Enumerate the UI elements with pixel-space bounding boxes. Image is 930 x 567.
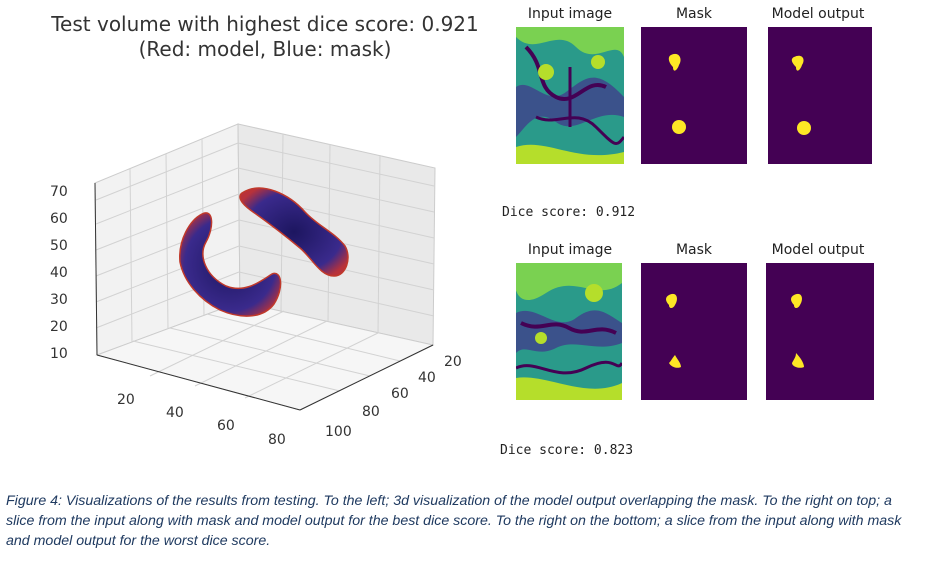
- y-axis-line: [299, 344, 434, 411]
- z-tick: 70: [50, 184, 68, 200]
- z-tick: 10: [50, 346, 68, 362]
- x-tick: 20: [117, 392, 135, 408]
- x-tick: 60: [217, 418, 235, 434]
- z-axis-line: [94, 182, 98, 356]
- slice2-input-label: Input image: [527, 242, 613, 258]
- z-tick: 30: [50, 292, 68, 308]
- z-tick: 50: [50, 238, 68, 254]
- x-tick: 40: [166, 405, 184, 421]
- y-tick: 100: [325, 424, 352, 440]
- volume-blob-upper: [239, 187, 349, 277]
- slice1-input-label: Input image: [527, 6, 613, 22]
- slice2-input-image: [516, 263, 622, 400]
- slice1-output-image: [768, 27, 872, 164]
- slice2-output-image: [766, 263, 874, 400]
- figure-title-line2: (Red: model, Blue: mask): [138, 37, 392, 61]
- y-tick: 80: [362, 404, 380, 420]
- figure-title: Test volume with highest dice score: 0.9…: [20, 12, 510, 62]
- slice1-dice-score: Dice score: 0.912: [502, 205, 636, 220]
- slice1-mask-label: Mask: [675, 6, 713, 22]
- z-tick: 20: [50, 319, 68, 335]
- x-tick: 80: [268, 432, 286, 448]
- figure-caption: Figure 4: Visualizations of the results …: [6, 493, 902, 549]
- slice2-dice-score: Dice score: 0.823: [500, 443, 634, 458]
- slice1-input-image: [516, 27, 624, 164]
- volume-blob-lower: [179, 212, 282, 317]
- y-tick: 60: [391, 386, 409, 402]
- slice1-mask-image: [641, 27, 747, 164]
- 3d-volume-plot: [94, 123, 436, 411]
- slice2-mask-image: [641, 263, 747, 400]
- slice2-output-label: Model output: [771, 242, 865, 258]
- z-tick: 40: [50, 265, 68, 281]
- x-axis-line: [96, 354, 301, 411]
- figure-title-line1: Test volume with highest dice score: 0.9…: [51, 12, 479, 36]
- z-tick: 60: [50, 211, 68, 227]
- slice2-mask-label: Mask: [675, 242, 713, 258]
- y-tick: 20: [444, 354, 462, 370]
- slice1-output-label: Model output: [771, 6, 865, 22]
- y-tick: 40: [418, 370, 436, 386]
